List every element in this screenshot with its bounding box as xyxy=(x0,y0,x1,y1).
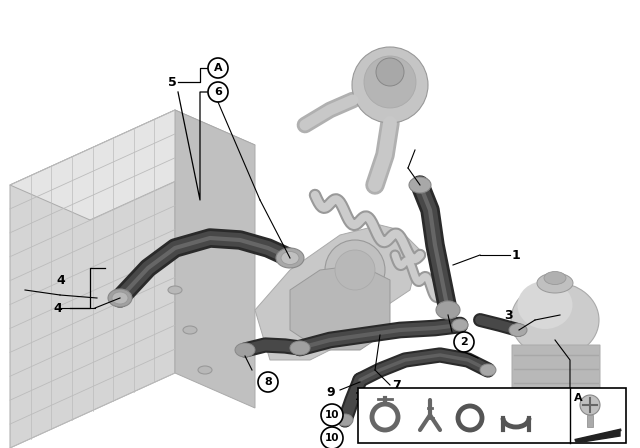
Text: 2B7592: 2B7592 xyxy=(584,433,622,443)
Text: 1: 1 xyxy=(512,249,521,262)
Ellipse shape xyxy=(409,177,431,193)
Ellipse shape xyxy=(281,251,299,264)
Ellipse shape xyxy=(108,289,132,307)
Circle shape xyxy=(258,372,278,392)
Text: 9: 9 xyxy=(326,385,335,399)
Ellipse shape xyxy=(518,281,573,329)
Circle shape xyxy=(325,240,385,300)
Text: 8: 8 xyxy=(264,377,272,387)
Ellipse shape xyxy=(436,301,460,319)
Text: 6: 6 xyxy=(453,392,460,402)
Circle shape xyxy=(377,409,393,425)
Text: 2: 2 xyxy=(460,337,468,347)
Ellipse shape xyxy=(198,366,212,374)
Circle shape xyxy=(454,332,474,352)
Circle shape xyxy=(335,250,375,290)
Text: 4: 4 xyxy=(53,302,62,314)
Text: 5: 5 xyxy=(168,76,177,89)
Ellipse shape xyxy=(337,414,353,426)
Ellipse shape xyxy=(511,283,599,358)
Text: 10: 10 xyxy=(324,410,339,420)
Bar xyxy=(358,388,626,443)
Circle shape xyxy=(208,58,228,78)
Ellipse shape xyxy=(544,271,566,284)
Text: 10: 10 xyxy=(355,392,368,402)
Ellipse shape xyxy=(537,273,573,293)
Circle shape xyxy=(376,58,404,86)
Circle shape xyxy=(321,404,343,426)
Text: A: A xyxy=(574,393,582,403)
Ellipse shape xyxy=(235,343,255,357)
Text: 6: 6 xyxy=(214,87,222,97)
Text: 4: 4 xyxy=(56,273,65,287)
Polygon shape xyxy=(255,225,420,360)
Ellipse shape xyxy=(509,323,527,336)
Circle shape xyxy=(208,82,228,102)
Ellipse shape xyxy=(168,286,182,294)
Text: 8: 8 xyxy=(407,392,414,402)
Ellipse shape xyxy=(480,364,496,376)
Circle shape xyxy=(463,411,477,425)
Bar xyxy=(587,415,593,427)
Polygon shape xyxy=(290,265,390,350)
Polygon shape xyxy=(512,345,600,415)
Circle shape xyxy=(352,47,428,123)
Text: 3: 3 xyxy=(504,309,513,322)
Circle shape xyxy=(580,395,600,415)
Ellipse shape xyxy=(290,341,310,355)
Ellipse shape xyxy=(112,292,128,304)
Ellipse shape xyxy=(452,319,468,331)
Ellipse shape xyxy=(183,326,197,334)
Polygon shape xyxy=(175,110,255,408)
Text: 7: 7 xyxy=(392,379,401,392)
Text: 10: 10 xyxy=(324,433,339,443)
Circle shape xyxy=(364,56,416,108)
Text: A: A xyxy=(214,63,222,73)
Polygon shape xyxy=(576,430,620,443)
Polygon shape xyxy=(10,110,175,448)
Polygon shape xyxy=(10,110,255,220)
Text: 2: 2 xyxy=(489,392,496,402)
Circle shape xyxy=(321,427,343,448)
Ellipse shape xyxy=(276,248,304,268)
